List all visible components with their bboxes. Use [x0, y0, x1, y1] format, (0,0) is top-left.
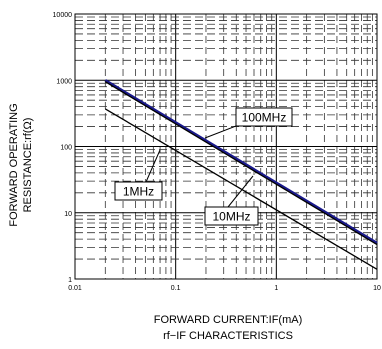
- leader-line-1mhz: [145, 149, 161, 183]
- annotation-label-10mhz: 10MHz: [212, 210, 250, 224]
- annotation-box-100mhz: [235, 107, 293, 127]
- y-tick-label: 100: [60, 145, 72, 152]
- leader-line-10mhz: [227, 175, 254, 208]
- y-tick-label: 1: [68, 277, 72, 284]
- series-line-1mhz: [104, 81, 378, 246]
- annotations: 100MHz 1MHz 10MHz: [114, 107, 293, 226]
- annotation-label-1mhz: 1MHz: [123, 185, 154, 199]
- chart-title: rf−IF CHARACTERISTICS: [163, 330, 293, 342]
- series-lines: [104, 79, 378, 270]
- y-tick-label: 10: [64, 211, 72, 218]
- chart-grid: [74, 14, 377, 280]
- x-tick-label: 0.1: [171, 285, 181, 292]
- leader-line-100mhz: [204, 125, 237, 139]
- annotation-label-100mhz: 100MHz: [242, 111, 287, 125]
- x-tick-label: 0.01: [68, 285, 82, 292]
- annotation-box-1mhz: [114, 181, 163, 201]
- series-line-10mhz: [104, 108, 378, 270]
- annotation-box-10mhz: [204, 206, 259, 226]
- x-tick-label: 10: [373, 285, 381, 292]
- y-axis-label-line2: RESISTANCE:rf(Ω): [22, 118, 34, 213]
- series-line-100mhz: [104, 79, 378, 245]
- x-tick-labels: 0.01 0.1 1 10: [68, 285, 381, 292]
- x-axis-label: FORWARD CURRENT:IF(mA): [154, 314, 303, 326]
- y-tick-label: 1000: [56, 78, 72, 85]
- plot-frame: [74, 13, 378, 280]
- x-tick-label: 1: [274, 285, 278, 292]
- y-tick-label: 10000: [53, 12, 73, 19]
- y-axis-label-line1: FORWARD OPERATING: [8, 103, 20, 226]
- y-tick-labels: 1 10 100 1000 10000: [53, 12, 73, 284]
